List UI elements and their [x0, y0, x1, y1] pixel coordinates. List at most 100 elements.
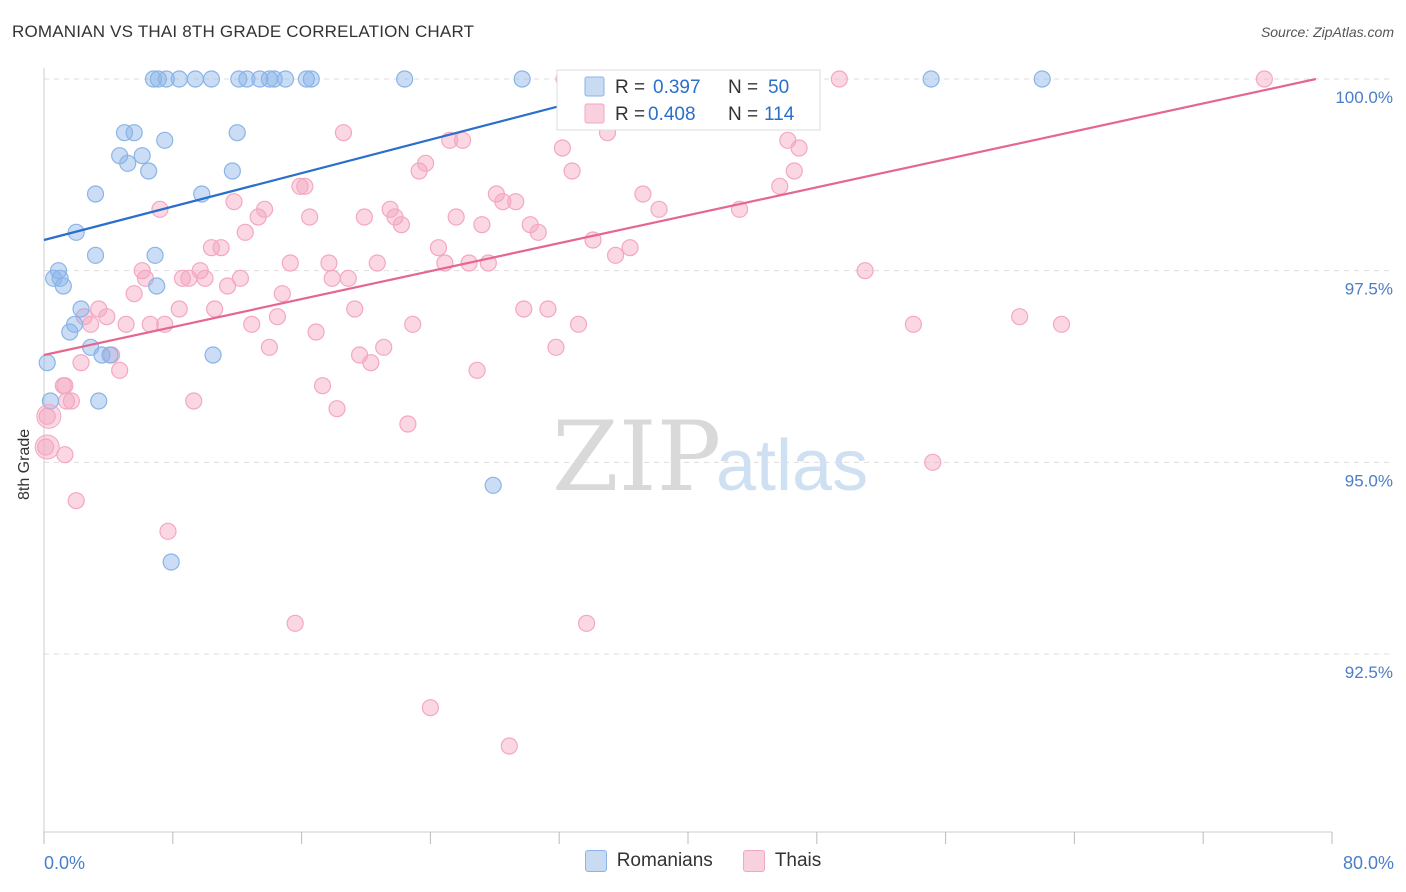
point-thais-46 [313, 377, 332, 395]
point-thais-11 [98, 308, 116, 326]
point-thais-98 [790, 139, 808, 157]
point-thais-100 [904, 315, 923, 333]
point-thais-7 [72, 354, 90, 372]
legend-r-value-1: 0.397 [653, 77, 701, 98]
point-thais-70 [454, 131, 472, 149]
point-thais-66 [429, 239, 448, 257]
thais-label: Thais [774, 850, 822, 871]
point-thais-47 [320, 254, 338, 272]
bottom-legend: Romanians Thais [0, 850, 1406, 872]
point-romanians-41 [276, 70, 295, 88]
point-thais-97 [785, 162, 803, 180]
point-thais-105 [1255, 70, 1273, 88]
point-thais-39 [273, 285, 291, 303]
point-thais-4 [62, 392, 80, 410]
y-tick-label-0: 100.0% [1335, 88, 1393, 107]
y-tick-label-1: 97.5% [1345, 280, 1393, 299]
point-thais-83 [547, 338, 565, 356]
watermark-atlas: atlas [716, 426, 868, 506]
legend-swatch-romanians [584, 76, 605, 97]
legend-r-label-2: R = [615, 104, 645, 125]
point-thais-30 [218, 277, 237, 295]
point-thais-93 [650, 200, 668, 218]
bottom-legend-thais: Thais [742, 850, 822, 872]
point-thais-86 [569, 315, 588, 333]
romanians-label: Romanians [616, 850, 713, 871]
point-romanians-29 [86, 185, 105, 203]
point-thais-21 [170, 300, 188, 318]
point-romanians-11 [86, 246, 105, 264]
legend-r-value-2: 0.408 [648, 104, 696, 125]
point-thais-40 [281, 254, 299, 272]
legend-n-value-1: 50 [768, 77, 789, 98]
point-thais-113 [56, 377, 74, 395]
point-thais-26 [196, 269, 214, 287]
legend-swatch-thais [584, 103, 605, 124]
point-thais-72 [468, 361, 486, 379]
point-romanians-44 [396, 70, 414, 88]
watermark-zip: ZIP [552, 401, 721, 513]
point-thais-79 [515, 300, 533, 318]
point-romanians-43 [302, 70, 320, 88]
point-thais-101 [924, 453, 942, 471]
point-romanians-30 [144, 70, 163, 88]
point-thais-22 [173, 269, 192, 287]
point-romanians-38 [251, 70, 269, 88]
point-thais-102 [1011, 308, 1029, 326]
point-thais-49 [328, 400, 346, 418]
bottom-legend-romanians: Romanians [584, 850, 713, 872]
point-romanians-27 [223, 162, 241, 180]
gridlines [44, 78, 1392, 655]
point-thais-78 [507, 193, 525, 211]
point-thais-27 [202, 239, 221, 257]
point-romanians-8 [72, 300, 90, 318]
point-thais-82 [539, 300, 557, 318]
point-thais-77 [500, 737, 518, 755]
point-thais-50 [334, 124, 353, 142]
point-romanians-19 [133, 147, 151, 165]
point-thais-65 [421, 699, 439, 717]
point-thais-6 [67, 492, 85, 510]
point-romanians-45 [513, 70, 531, 88]
point-romanians-23 [148, 277, 166, 295]
legend-r-label-1: R = [615, 77, 645, 98]
point-romanians-22 [156, 131, 174, 149]
point-thais-15 [125, 285, 143, 303]
series-romanians [38, 70, 1051, 571]
point-romanians-0 [38, 354, 56, 372]
point-thais-48 [323, 269, 341, 287]
y-tick-labels: 100.0% 97.5% 95.0% 92.5% [1335, 88, 1393, 682]
point-thais-57 [375, 338, 393, 356]
point-thais-62 [404, 315, 422, 333]
point-thais-90 [606, 246, 625, 264]
point-thais-24 [185, 392, 203, 410]
point-thais-51 [339, 269, 357, 287]
point-romanians-35 [202, 70, 221, 88]
point-thais-large-1 [34, 434, 60, 460]
point-thais-81 [529, 223, 547, 241]
point-thais-103 [1052, 315, 1071, 333]
point-thais-55 [362, 354, 380, 372]
series-thais [37, 70, 1273, 755]
point-thais-43 [296, 177, 314, 195]
point-thais-36 [255, 200, 274, 218]
y-tick-label-2: 95.0% [1345, 471, 1393, 490]
source-label: Source: ZipAtlas.com [1260, 24, 1394, 40]
data-points [34, 70, 1273, 755]
point-thais-69 [447, 208, 465, 226]
point-thais-9 [82, 315, 100, 333]
point-thais-104 [830, 70, 848, 88]
point-romanians-26 [204, 346, 222, 364]
point-thais-29 [212, 239, 230, 257]
point-romanians-21 [146, 246, 164, 264]
point-romanians-28 [228, 124, 246, 142]
point-thais-13 [111, 361, 129, 379]
point-romanians-13 [101, 346, 119, 364]
point-thais-41 [286, 614, 304, 632]
point-romanians-48 [1033, 70, 1051, 88]
point-romanians-17 [119, 154, 137, 172]
legend: R = 0.397 N = 50 R = 0.408 N = 114 [556, 69, 821, 131]
point-romanians-18 [125, 124, 143, 142]
point-thais-large-2 [36, 403, 62, 429]
point-thais-45 [307, 323, 325, 341]
